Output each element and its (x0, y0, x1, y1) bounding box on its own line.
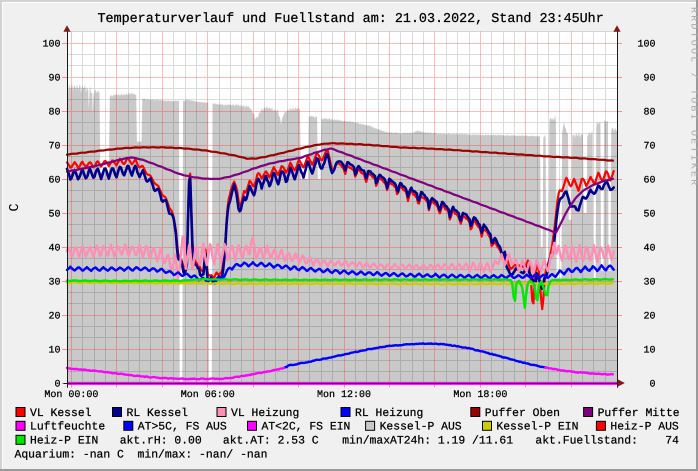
svg-text:60: 60 (48, 176, 60, 187)
svg-text:80: 80 (48, 108, 60, 119)
svg-text:RL Heizung: RL Heizung (355, 407, 423, 420)
svg-text:AT<2C, FS EIN: AT<2C, FS EIN (262, 422, 351, 434)
svg-text:100: 100 (42, 40, 60, 51)
svg-text:Temperaturverlauf und Fuellsta: Temperaturverlauf und Fuellstand am: 21.… (98, 12, 604, 27)
svg-text:0: 0 (649, 380, 655, 391)
svg-text:10: 10 (48, 346, 60, 357)
svg-text:40: 40 (48, 244, 60, 255)
svg-text:VL Heizung: VL Heizung (231, 407, 299, 420)
svg-text:10: 10 (643, 346, 655, 357)
svg-text:40: 40 (643, 244, 655, 255)
svg-text:20: 20 (48, 312, 60, 323)
svg-text:Heiz-P EIN: Heiz-P EIN (30, 435, 98, 448)
svg-text:Heiz-P AUS: Heiz-P AUS (610, 421, 679, 434)
svg-text:70: 70 (643, 142, 655, 153)
svg-text:Puffer Mitte: Puffer Mitte (598, 407, 680, 420)
svg-text:90: 90 (48, 74, 60, 85)
svg-text:90: 90 (643, 74, 655, 85)
svg-text:Aquarium: -nan C min/max: -na: Aquarium: -nan C min/max: -nan/ -nan (15, 448, 268, 461)
svg-text:30: 30 (48, 278, 60, 289)
svg-text:akt.AT: 2.53 C: akt.AT: 2.53 C (223, 435, 319, 448)
svg-text:70: 70 (48, 142, 60, 153)
svg-text:Mon 12:00: Mon 12:00 (317, 390, 371, 401)
svg-text:Mon 00:00: Mon 00:00 (44, 390, 98, 401)
svg-text:akt.Fuellstand: 74: akt.Fuellstand: 74 (535, 435, 679, 448)
svg-text:C: C (8, 203, 23, 211)
svg-text:100: 100 (637, 40, 655, 51)
svg-text:30: 30 (643, 278, 655, 289)
svg-text:50: 50 (48, 210, 60, 221)
svg-text:RRDTOOL / TOBI OETIKER: RRDTOOL / TOBI OETIKER (688, 7, 698, 187)
svg-text:Puffer Oben: Puffer Oben (485, 407, 560, 420)
svg-text:Mon 18:00: Mon 18:00 (453, 390, 507, 401)
svg-text:50: 50 (643, 210, 655, 221)
svg-text:AT>5C, FS AUS: AT>5C, FS AUS (138, 422, 227, 434)
svg-text:0: 0 (54, 380, 60, 391)
svg-text:20: 20 (643, 312, 655, 323)
svg-text:80: 80 (643, 108, 655, 119)
svg-text:akt.rH: 0.00: akt.rH: 0.00 (120, 435, 202, 448)
svg-text:Luftfeuchte: Luftfeuchte (30, 421, 105, 434)
svg-text:VL Kessel: VL Kessel (30, 407, 92, 420)
svg-text:RL Kessel: RL Kessel (127, 407, 189, 420)
svg-text:Mon 06:00: Mon 06:00 (181, 390, 235, 401)
svg-text:Kessel-P EIN: Kessel-P EIN (496, 421, 578, 434)
svg-text:Kessel-P AUS: Kessel-P AUS (380, 421, 462, 434)
svg-text:min/maxAT24h: 1.19 /11.61: min/maxAT24h: 1.19 /11.61 (342, 435, 513, 448)
svg-text:60: 60 (643, 176, 655, 187)
